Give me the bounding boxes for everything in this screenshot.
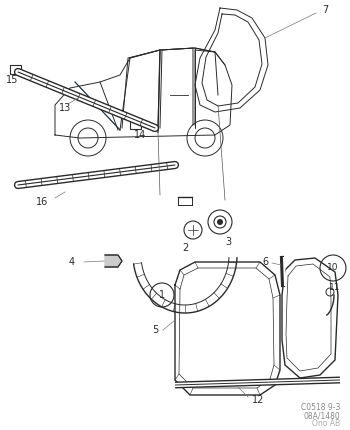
Text: 15: 15 [6, 75, 18, 85]
Text: 3: 3 [225, 237, 231, 247]
Text: 4: 4 [69, 257, 75, 267]
Text: 13: 13 [59, 103, 71, 113]
Circle shape [217, 219, 223, 225]
Polygon shape [105, 255, 122, 267]
FancyBboxPatch shape [130, 119, 140, 129]
Text: 5: 5 [152, 325, 158, 335]
Circle shape [184, 221, 202, 239]
Text: 11: 11 [329, 283, 341, 292]
Text: 2: 2 [182, 243, 188, 253]
Text: 12: 12 [252, 395, 264, 405]
Text: 1: 1 [159, 290, 165, 300]
Text: 16: 16 [36, 197, 48, 207]
Text: 7: 7 [322, 5, 328, 15]
Text: 14: 14 [134, 130, 146, 140]
Text: 08A/1480: 08A/1480 [303, 412, 340, 421]
FancyBboxPatch shape [9, 64, 21, 74]
Text: 10: 10 [327, 264, 339, 273]
Text: C0518 9-3: C0518 9-3 [301, 403, 340, 412]
Text: Ono AB: Ono AB [312, 420, 340, 429]
Text: 6: 6 [262, 257, 268, 267]
Circle shape [326, 288, 334, 296]
